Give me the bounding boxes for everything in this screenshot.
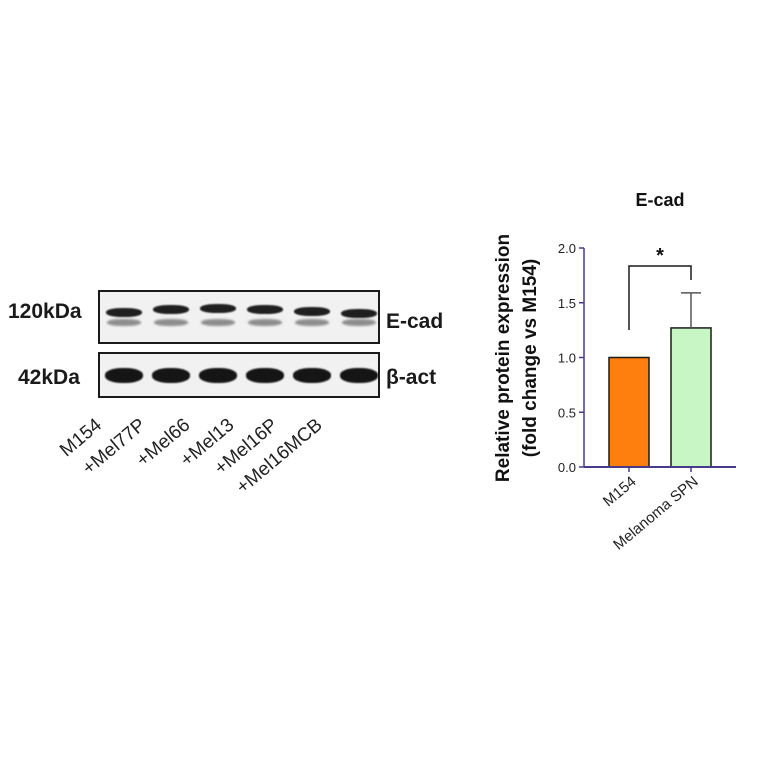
y-tick-label: 1.5 [558,296,576,311]
protein-label-bactin: β-act [386,366,437,389]
blot-strip-ecad [98,290,380,344]
ecad-band-lower [200,319,235,326]
x-tick-label: M154 [600,473,640,510]
ecad-band-upper [199,304,236,313]
ecad-band-lower [153,319,188,326]
western-blot-panel: 120kDa E-cad 42kDa β-act M154 +Mel77P +M… [8,290,444,498]
y-tick-label: 0.5 [558,405,576,420]
y-tick-label: 1.0 [558,351,576,366]
ecad-band-lower [247,319,282,326]
ecad-band-upper [246,305,283,314]
blot-strip-bactin [98,352,380,398]
y-axis-label-line2: (fold change vs M154) [520,259,541,458]
bar-melanoma-spn [670,327,712,468]
actin-band [292,368,331,383]
ecad-band-lower [294,319,329,326]
ecad-band-lower [106,319,141,326]
significance-marker: * [656,245,664,267]
actin-band [339,368,378,383]
actin-band [151,368,190,383]
ecad-band-upper [293,307,330,316]
protein-label-ecad: E-cad [386,310,444,333]
y-axis-label-line1: Relative protein expression [493,234,514,482]
actin-band [245,368,284,383]
y-tick-label: 2.0 [558,241,576,256]
y-tick-label: 0.0 [558,460,576,475]
ecad-band-upper [105,308,142,317]
chart-title: E-cad [635,190,684,210]
bar-m154 [608,356,650,468]
ecad-band-lower [341,319,376,326]
actin-band [198,368,237,383]
ecad-band-upper [152,305,189,314]
actin-band [104,368,143,383]
kda-label-ecad: 120kDa [8,300,82,323]
significance-bracket [628,265,692,330]
ecad-band-upper [340,309,377,318]
kda-label-bactin: 42kDa [18,366,80,389]
